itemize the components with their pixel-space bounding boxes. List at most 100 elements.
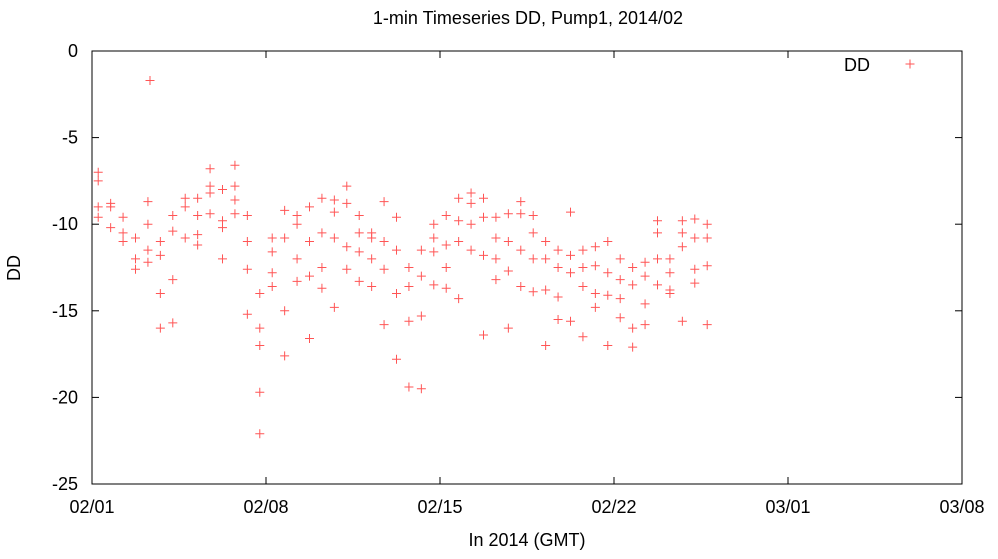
data-point	[404, 263, 414, 272]
data-point	[603, 268, 613, 278]
data-point	[255, 340, 265, 350]
data-point	[429, 280, 439, 290]
y-tick-label: -10	[52, 214, 78, 234]
data-point	[653, 254, 662, 264]
data-point	[143, 197, 153, 207]
data-point	[677, 216, 687, 226]
data-point	[590, 288, 600, 298]
data-point	[93, 176, 103, 186]
data-point	[541, 340, 551, 350]
data-point	[479, 330, 488, 340]
data-point	[218, 254, 227, 264]
chart-title: 1-min Timeseries DD, Pump1, 2014/02	[373, 8, 683, 28]
data-point	[292, 211, 302, 221]
data-point	[566, 207, 575, 217]
y-tick-label: -25	[52, 474, 78, 494]
data-point	[702, 320, 712, 330]
data-point	[292, 276, 302, 286]
data-point	[379, 197, 389, 207]
data-point	[242, 237, 252, 247]
data-point	[590, 302, 600, 312]
data-point	[615, 254, 625, 264]
data-point	[118, 237, 128, 247]
data-point	[267, 233, 277, 243]
data-point	[305, 237, 314, 247]
data-point	[541, 285, 551, 295]
data-point	[578, 245, 588, 255]
data-point	[628, 342, 638, 352]
data-point	[280, 233, 290, 243]
data-point	[155, 288, 165, 298]
data-point	[342, 242, 352, 252]
data-point	[354, 228, 364, 238]
data-point	[255, 323, 265, 333]
data-point	[702, 233, 712, 243]
data-point	[503, 237, 513, 247]
data-point	[528, 228, 538, 238]
data-point	[677, 228, 687, 238]
data-point	[143, 257, 153, 267]
data-point	[106, 223, 116, 233]
data-point	[354, 247, 364, 257]
data-point	[541, 254, 551, 264]
data-point	[615, 275, 625, 285]
data-point	[454, 216, 464, 226]
data-point	[93, 167, 103, 177]
data-point	[503, 323, 513, 333]
data-point	[379, 237, 389, 247]
plot-frame	[91, 50, 963, 485]
legend-marker	[905, 59, 915, 69]
data-point	[379, 264, 389, 274]
data-point	[155, 323, 165, 333]
data-point	[566, 316, 575, 326]
data-point	[404, 282, 414, 292]
data-point	[615, 294, 625, 304]
data-point	[615, 313, 625, 323]
data-point	[466, 245, 476, 255]
x-tick-label: 03/01	[765, 497, 810, 517]
data-point	[528, 211, 538, 221]
x-tick-label: 02/22	[591, 497, 636, 517]
data-point	[106, 198, 116, 208]
data-point	[392, 245, 401, 255]
data-point	[416, 271, 426, 281]
data-point	[193, 230, 203, 240]
data-point	[342, 198, 352, 208]
data-point	[180, 233, 190, 243]
data-point	[342, 264, 352, 274]
data-point	[640, 320, 650, 330]
data-point	[416, 245, 426, 255]
data-point	[578, 282, 588, 292]
data-point	[404, 382, 414, 392]
data-point	[503, 209, 513, 219]
data-point	[702, 219, 712, 229]
data-point	[205, 164, 215, 174]
data-point	[329, 233, 339, 243]
data-point	[317, 228, 327, 238]
data-point	[168, 226, 178, 236]
data-point	[180, 193, 190, 203]
data-point	[317, 193, 327, 203]
data-point	[466, 198, 476, 208]
data-point	[690, 264, 700, 274]
data-point	[553, 314, 563, 324]
data-point	[392, 288, 401, 298]
data-point	[491, 275, 501, 285]
data-point	[491, 212, 501, 222]
data-point	[267, 282, 277, 292]
data-point	[416, 384, 426, 394]
data-point	[516, 245, 526, 255]
data-point	[155, 250, 165, 260]
data-point	[168, 211, 178, 221]
data-point	[354, 211, 364, 221]
data-point	[230, 160, 240, 170]
data-point	[280, 205, 290, 215]
data-point	[317, 263, 327, 272]
data-point	[628, 323, 638, 333]
data-point	[392, 354, 401, 364]
data-point	[553, 292, 563, 302]
data-point	[242, 264, 252, 274]
data-point	[479, 193, 488, 203]
data-point	[329, 207, 339, 217]
data-point	[665, 288, 675, 298]
